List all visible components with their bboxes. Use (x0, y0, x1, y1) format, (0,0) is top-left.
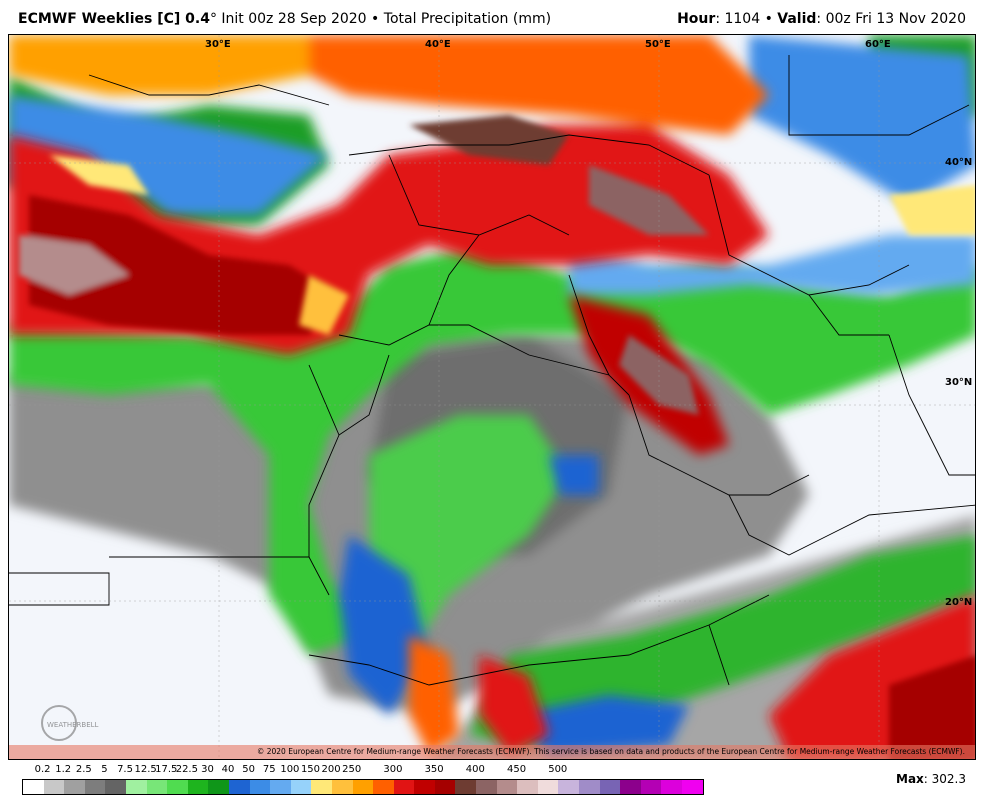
header: ECMWF Weeklies [C] 0.4° Init 00z 28 Sep … (0, 0, 984, 34)
valid-time: Hour: 1104 • Valid: 00z Fri 13 Nov 2020 (677, 11, 966, 27)
colorbar-swatch (290, 780, 312, 794)
colorbar-swatch (311, 780, 332, 794)
colorbar-swatch (682, 780, 703, 794)
lon-label-60e: 60°E (865, 39, 891, 50)
colorbar-swatch (476, 780, 497, 794)
colorbar-swatch (125, 780, 147, 794)
colorbar-swatch (661, 780, 682, 794)
colorbar-label: 5 (101, 764, 108, 775)
colorbar-swatch (23, 780, 44, 794)
lon-label-40e: 40°E (425, 39, 451, 50)
colorbar-swatch (496, 780, 518, 794)
colorbar-label: 300 (383, 764, 403, 775)
colorbar-label: 350 (424, 764, 444, 775)
colorbar-swatch (64, 780, 85, 794)
max-value: Max: 302.3 (896, 772, 966, 786)
colorbar-swatch (579, 780, 600, 794)
weatherbell-logo: WEATHERBELL (39, 703, 119, 743)
lon-label-30e: 30°E (205, 39, 231, 50)
colorbar-label: 2.5 (75, 764, 92, 775)
colorbar-swatch (187, 780, 209, 794)
colorbar-label: 30 (201, 764, 214, 775)
colorbar-label: 1.2 (55, 764, 72, 775)
colorbar-swatch (84, 780, 106, 794)
map-canvas (9, 35, 975, 759)
colorbar-swatch (208, 780, 229, 794)
colorbar-swatch (43, 780, 65, 794)
colorbar-swatch (640, 780, 662, 794)
lat-label-40n: 40°N (945, 157, 973, 168)
colorbar-swatch (146, 780, 168, 794)
colorbar-label: 100 (280, 764, 300, 775)
colorbar-label: 50 (242, 764, 256, 775)
colorbar-label: 40 (221, 764, 235, 775)
colorbar-swatch (537, 780, 559, 794)
colorbar-label: 12.5 (134, 764, 157, 775)
colorbar-label: 150 (300, 764, 321, 775)
colorbar-swatch (270, 780, 291, 794)
map-title: ECMWF Weeklies [C] 0.4° Init 00z 28 Sep … (18, 11, 552, 27)
colorbar-swatch (455, 780, 477, 794)
country-borders (9, 35, 975, 759)
colorbar-swatch (558, 780, 580, 794)
colorbar-swatch (414, 780, 435, 794)
colorbar-label: 450 (506, 764, 527, 775)
colorbar-swatch (352, 780, 374, 794)
lon-label-50e: 50°E (645, 39, 671, 50)
colorbar-label: 500 (548, 764, 568, 775)
colorbar-swatch (105, 780, 126, 794)
colorbar-swatch (373, 780, 394, 794)
colorbar-labels: 0.2 1.2 2.5 5 7.5 12.5 17.5 22.5 30 40 50 75 100 150 2… (22, 764, 702, 778)
colorbar-swatch (167, 780, 188, 794)
lat-label-20n: 20°N (945, 597, 973, 608)
colorbar-swatches (22, 779, 704, 795)
svg-text:WEATHERBELL: WEATHERBELL (47, 721, 99, 729)
colorbar-label: 22.5 (175, 764, 198, 775)
colorbar-label: 75 (262, 764, 276, 775)
colorbar-label: 7.5 (117, 764, 133, 775)
colorbar-swatch (599, 780, 621, 794)
colorbar-label: 400 (465, 764, 485, 775)
colorbar-swatch (434, 780, 456, 794)
precip-colorbar: 0.2 1.2 2.5 5 7.5 12.5 17.5 22.5 30 40 50 75 100 150 2… (22, 764, 704, 795)
colorbar-swatch (331, 780, 353, 794)
copyright-notice: © 2020 European Centre for Medium-range … (9, 745, 975, 759)
colorbar-swatch (249, 780, 271, 794)
precipitation-map: 30°E 40°E 50°E 60°E 40°N 30°N 20°N WEATH… (8, 34, 976, 760)
colorbar-label: 250 (342, 764, 362, 775)
lat-label-30n: 30°N (945, 377, 973, 388)
colorbar-swatch (228, 780, 250, 794)
colorbar-label: 0.2 (34, 764, 51, 775)
colorbar-swatch (517, 780, 538, 794)
colorbar-label: 17.5 (155, 764, 178, 775)
colorbar-label: 200 (321, 764, 341, 775)
colorbar-swatch (620, 780, 641, 794)
colorbar-swatch (393, 780, 415, 794)
